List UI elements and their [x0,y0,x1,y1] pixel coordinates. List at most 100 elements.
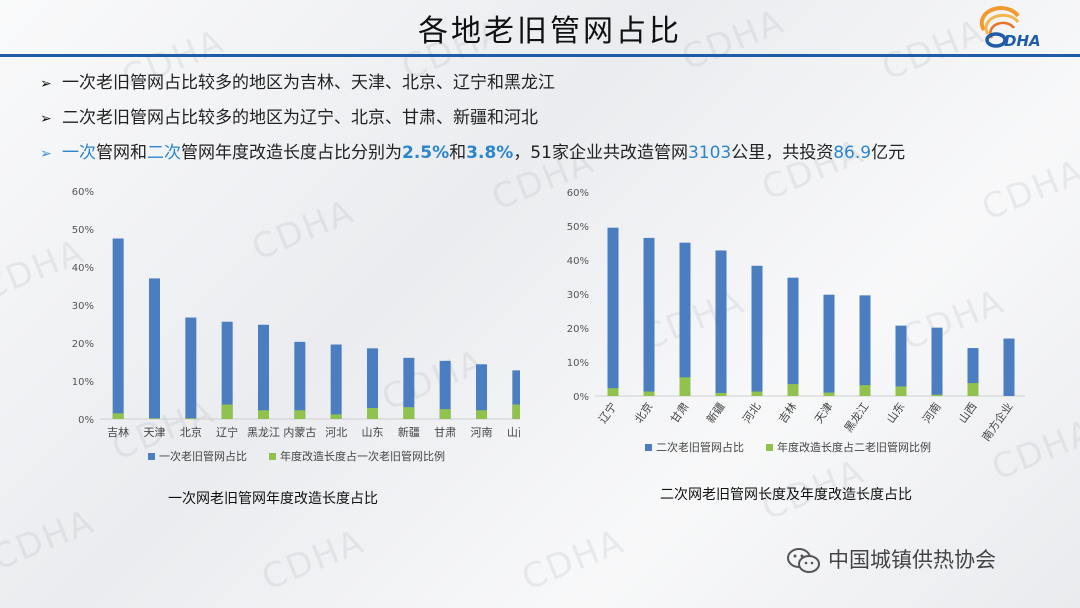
bar-old-network-share [439,360,451,419]
y-tick-label: 0% [573,392,589,403]
bar-renovation-share [679,377,691,396]
x-tick-label: 山西 [956,400,979,425]
bullet-3: ➢ 一次管网和二次管网年度改造长度占比分别为2.5%和3.8%，51家企业共改造管… [40,136,905,171]
bar-old-network-share [221,321,233,419]
bullet-3-segment: 3.8% [466,143,514,163]
y-tick-label: 40% [567,256,589,267]
bar-renovation-share [330,414,342,419]
x-tick-label: 河南 [471,426,493,439]
bullet-3-segment: 一次 [62,143,96,163]
bar-renovation-share [367,407,378,419]
x-tick-label: 山东 [884,400,907,425]
legend-swatch [269,453,276,460]
bullet-3-segment: 二次 [147,143,181,163]
x-tick-label: 甘肃 [434,426,456,439]
bullet-2-text: 二次老旧管网占比较多的地区为辽宁、北京、甘肃、新疆和河北 [62,108,538,128]
bar-renovation-share [149,418,160,419]
bar-renovation-share [112,413,124,419]
bar-renovation-share [823,392,835,396]
bar-renovation-share [967,383,979,396]
bullet-2: ➢ 二次老旧管网占比较多的地区为辽宁、北京、甘肃、新疆和河北 [40,101,905,136]
bar-old-network-share [895,325,907,396]
bar-old-network-share [512,370,520,419]
bar-old-network-share [367,348,378,419]
chart-secondary-network: 0% 10% 20% 30% 40% 50% 60% 辽宁 北京 甘肃 新疆 河北 吉林 天津 黑龙江 山东河… [567,188,1025,454]
bar-old-network-share [931,327,943,396]
bar-old-network-share [1003,338,1015,396]
y-tick-label: 50% [72,225,94,236]
x-tick-label: 南方企业 [979,400,1016,444]
cdha-logo: DHA [974,4,1060,50]
bar-renovation-share [715,392,727,396]
bar-old-network-share [679,242,691,396]
arrow-bullet-icon: ➢ [40,111,52,127]
chart-2-caption: 二次网老旧管网长度及年度改造长度占比 [660,487,912,503]
bar-renovation-share [751,391,763,396]
bullet-1-text: 一次老旧管网占比较多的地区为吉林、天津、北京、辽宁和黑龙江 [62,73,555,93]
bar-renovation-share [512,404,520,419]
bullet-list: ➢ 一次老旧管网占比较多的地区为吉林、天津、北京、辽宁和黑龙江 ➢ 二次老旧管网占比… [40,66,905,171]
y-tick-label: 40% [72,263,94,274]
bar-old-network-share [751,265,763,396]
y-tick-label: 20% [72,339,94,350]
x-tick-label: 河北 [740,400,763,425]
bar-old-network-share [823,294,835,396]
bar-renovation-share [607,388,619,396]
bar-old-network-share [607,227,619,396]
legend-swatch [645,444,652,451]
bullet-3-text: 一次管网和二次管网年度改造长度占比分别为2.5%和3.8%，51家企业共改造管网… [62,143,905,163]
x-tick-label: 黑龙江 [842,400,872,434]
footer-text: 中国城镇供热协会 [828,548,996,572]
chart-primary-network: 0% 10% 20% 30% 40% 50% 60% 吉林 天津 北京 辽宁 黑龙江 内蒙古 河北 山东 新疆… [72,187,520,463]
bar-renovation-share [185,418,197,419]
y-tick-label: 20% [567,324,589,335]
x-tick-label: 北京 [180,425,202,439]
arrow-bullet-icon: ➢ [40,76,52,92]
bullet-3-segment: 3103 [687,143,732,163]
bar-renovation-share [787,384,799,396]
x-tick-label: 新疆 [398,425,420,439]
y-tick-label: 30% [567,290,589,301]
y-tick-label: 60% [72,187,94,198]
x-tick-label: 河南 [920,400,943,425]
legend-label: 一次老旧管网占比 [159,449,247,463]
x-tick-label: 天津 [812,400,835,425]
x-tick-label: 辽宁 [216,425,238,439]
chart-1-caption: 一次网老旧管网年度改造长度占比 [168,491,378,507]
bar-old-network-share [859,295,871,396]
bullet-3-segment: 管网年度改造长度占比分别为 [181,143,402,163]
y-tick-label: 10% [72,377,94,388]
bar-renovation-share [258,410,269,419]
bar-old-network-share [787,277,799,396]
legend-label: 年度改造长度占一次老旧管网比例 [280,449,445,463]
arrow-bullet-icon: ➢ [40,146,52,162]
x-tick-label: 新疆 [703,400,727,426]
legend-swatch [148,453,155,460]
bar-old-network-share [715,250,727,396]
x-tick-label: 河北 [325,426,347,439]
bar-old-network-share [258,324,269,419]
x-tick-label: 辽宁 [595,400,619,426]
bar-old-network-share [112,238,124,419]
bar-renovation-share [643,391,655,396]
bullet-3-segment: ，51家企业共改造管网 [513,143,688,163]
legend-swatch [766,444,773,451]
bar-renovation-share [931,394,943,396]
title-rule [0,54,1080,57]
x-tick-label: 吉林 [775,400,799,426]
bar-old-network-share [476,364,487,419]
page-title: 各地老旧管网占比 [418,14,682,49]
bullet-3-segment: 亿元 [871,143,906,163]
footer-source: 中国城镇供热协会 [786,544,996,576]
bar-renovation-share [294,410,306,419]
legend-label: 二次老旧管网占比 [656,440,744,454]
x-tick-label: 吉林 [107,425,129,439]
y-tick-label: 10% [567,358,589,369]
bar-renovation-share [403,407,415,419]
bar-renovation-share [895,386,907,396]
y-tick-label: 0% [78,415,94,426]
bar-old-network-share [149,278,160,419]
y-tick-label: 50% [567,222,589,233]
x-tick-label: 北京 [631,400,655,426]
